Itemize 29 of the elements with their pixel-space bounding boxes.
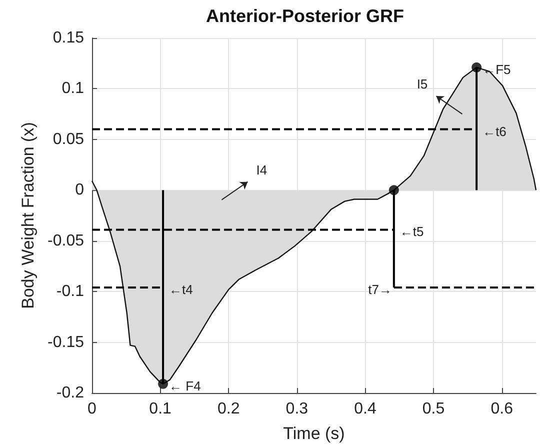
y-axis-title: Body Weight Fraction (x) xyxy=(18,122,38,309)
x-tick-label: 0.4 xyxy=(354,400,376,418)
y-tick-label: 0.05 xyxy=(52,130,84,148)
annotation: ←t6 xyxy=(482,124,506,139)
y-tick-label: 0.15 xyxy=(52,30,84,46)
point xyxy=(388,185,399,196)
annotation: ←F5 xyxy=(482,62,511,77)
x-tick-label: 0.6 xyxy=(490,400,514,418)
y-tick-label: -0.2 xyxy=(56,384,84,402)
y-tick-label: -0.15 xyxy=(48,334,84,351)
annotation: ←t5 xyxy=(400,224,424,240)
x-tick-label: 0.1 xyxy=(149,400,172,418)
point xyxy=(472,62,482,72)
annotation: t7→ xyxy=(368,282,392,298)
annotation: I5 xyxy=(416,76,428,92)
x-tick-label: 0.3 xyxy=(286,400,308,418)
annotation: I4 xyxy=(256,162,268,178)
y-tick-label: 0 xyxy=(75,182,84,199)
y-tick-label: 0.1 xyxy=(62,80,84,98)
x-tick-label: 0.2 xyxy=(217,400,240,418)
annotation: ← F4 xyxy=(169,378,201,394)
x-tick-label: 0.5 xyxy=(422,400,445,418)
x-axis-title: Time (s) xyxy=(283,424,345,443)
x-tick-label: 0 xyxy=(88,400,97,418)
y-tick-label: -0.1 xyxy=(56,283,84,300)
y-tick-label: -0.05 xyxy=(48,232,84,250)
point xyxy=(158,378,168,389)
annotation: ←t4 xyxy=(169,282,193,298)
chart-title: Anterior-Posterior GRF xyxy=(206,6,404,26)
